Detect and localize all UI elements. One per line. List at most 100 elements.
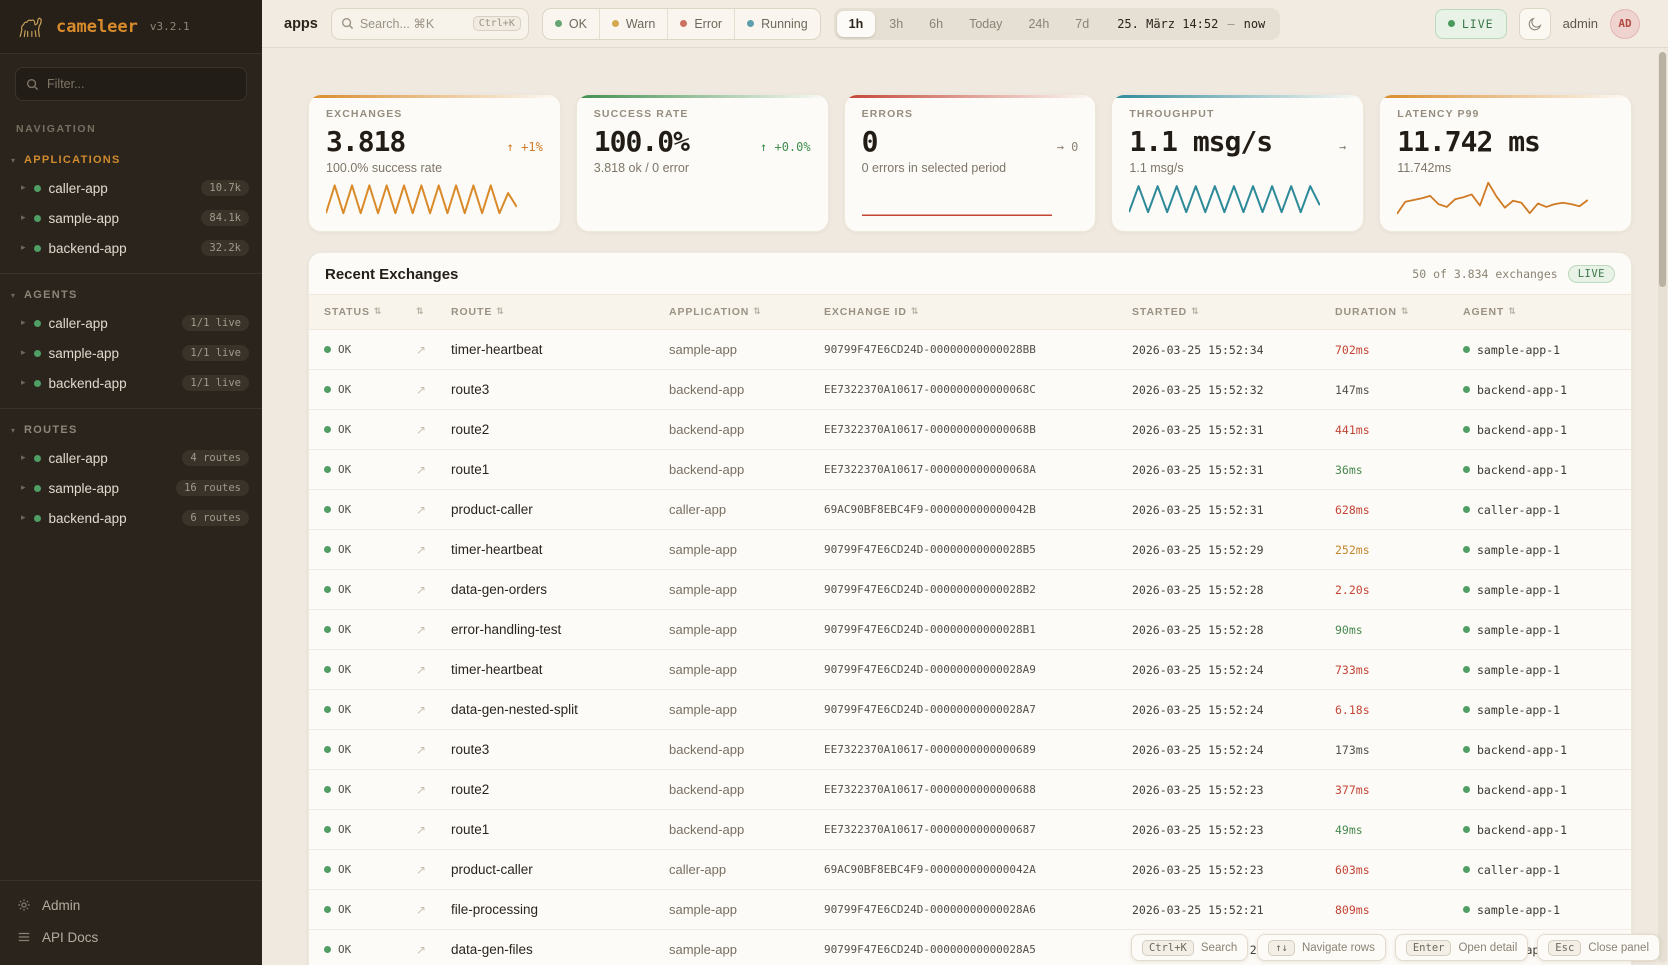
table-meta: 50 of 3.834 exchanges: [1412, 267, 1558, 281]
time-range-1h[interactable]: 1h: [836, 10, 876, 37]
application-cell: backend-app: [669, 382, 745, 397]
table-row[interactable]: OK ↗ error-handling-test sample-app 90799F47…: [309, 610, 1631, 650]
column-header-application[interactable]: APPLICATION ⇅: [669, 306, 824, 318]
table-row[interactable]: OK ↗ timer-heartbeat sample-app 90799F47E6CD…: [309, 530, 1631, 570]
column-header-exchange-id[interactable]: EXCHANGE ID ⇅: [824, 306, 1132, 318]
sidebar-item-caller-app[interactable]: ▸ caller-app 1/1 live: [0, 308, 262, 338]
date-range[interactable]: 25. März 14:52 – now: [1117, 17, 1265, 31]
sidebar-item-backend-app[interactable]: ▸ backend-app 1/1 live: [0, 368, 262, 398]
status-filter-ok[interactable]: OK: [543, 9, 599, 39]
table-row[interactable]: OK ↗ product-caller caller-app 69AC90BF8EBC4…: [309, 490, 1631, 530]
scrollbar-thumb[interactable]: [1659, 52, 1666, 287]
sidebar-item-sample-app[interactable]: ▸ sample-app 16 routes: [0, 473, 262, 503]
table-row[interactable]: OK ↗ product-caller caller-app 69AC90BF8EBC4…: [309, 850, 1631, 890]
table-row[interactable]: OK ↗ route2 backend-app EE7322370A10617-0000…: [309, 410, 1631, 450]
open-detail-icon[interactable]: ↗: [416, 902, 427, 917]
open-detail-icon[interactable]: ↗: [416, 622, 427, 637]
ok-dot-icon: [324, 826, 331, 833]
table-row[interactable]: OK ↗ route1 backend-app EE7322370A10617-0000…: [309, 450, 1631, 490]
open-detail-icon[interactable]: ↗: [416, 422, 427, 437]
filter-input[interactable]: [47, 77, 236, 91]
route-cell: product-caller: [451, 862, 533, 877]
duration-cell: 733ms: [1335, 662, 1370, 677]
exchange-id-cell: EE7322370A10617-000000000000068B: [824, 423, 1036, 436]
time-range-6h[interactable]: 6h: [917, 11, 955, 37]
table-row[interactable]: OK ↗ data-gen-nested-split sample-app 90799F…: [309, 690, 1631, 730]
avatar[interactable]: AD: [1610, 8, 1640, 39]
sidebar-item-backend-app[interactable]: ▸ backend-app 32.2k: [0, 233, 262, 263]
route-cell: file-processing: [451, 902, 539, 917]
sidebar-item-sample-app[interactable]: ▸ sample-app 84.1k: [0, 203, 262, 233]
route-cell: timer-heartbeat: [451, 662, 543, 677]
open-detail-icon[interactable]: ↗: [416, 742, 427, 757]
status-label: OK: [338, 343, 352, 356]
sidebar-footer: Admin API Docs: [0, 880, 262, 965]
status-filter-error[interactable]: Error: [667, 8, 734, 39]
sidebar-item-api-docs[interactable]: API Docs: [0, 921, 262, 953]
table-row[interactable]: OK ↗ timer-heartbeat sample-app 90799F47E6CD…: [309, 650, 1631, 690]
time-range-today[interactable]: Today: [957, 11, 1014, 37]
open-detail-icon[interactable]: ↗: [416, 342, 427, 357]
group-header-routes[interactable]: ▾ ROUTES: [0, 417, 262, 443]
table-row[interactable]: OK ↗ route2 backend-app EE7322370A10617-0000…: [309, 770, 1631, 810]
table-row[interactable]: OK ↗ route3 backend-app EE7322370A10617-0000…: [309, 730, 1631, 770]
stat-card-exchanges: EXCHANGES 3.818 ↑ +1% 100.0% success rate: [308, 94, 561, 232]
open-detail-icon[interactable]: ↗: [416, 582, 427, 597]
time-range-7d[interactable]: 7d: [1063, 11, 1101, 37]
open-detail-icon[interactable]: ↗: [416, 542, 427, 557]
group-header-agents[interactable]: ▾ AGENTS: [0, 282, 262, 308]
time-range-3h[interactable]: 3h: [877, 11, 915, 37]
sidebar-item-sample-app[interactable]: ▸ sample-app 1/1 live: [0, 338, 262, 368]
application-cell: caller-app: [669, 862, 727, 877]
agent-cell: backend-app-1: [1463, 463, 1616, 477]
table-row[interactable]: OK ↗ route3 backend-app EE7322370A10617-0000…: [309, 370, 1631, 410]
sidebar-item-backend-app[interactable]: ▸ backend-app 6 routes: [0, 503, 262, 533]
open-detail-icon[interactable]: ↗: [416, 862, 427, 877]
sidebar-filter[interactable]: [15, 67, 247, 101]
status-cell: OK: [324, 783, 416, 796]
search-icon: [341, 17, 354, 30]
duration-cell: 603ms: [1335, 862, 1370, 877]
open-detail-icon[interactable]: ↗: [416, 662, 427, 677]
column-header-started[interactable]: STARTED ⇅: [1132, 306, 1335, 318]
sidebar-item-caller-app[interactable]: ▸ caller-app 4 routes: [0, 443, 262, 473]
status-filter-running[interactable]: Running: [734, 8, 820, 39]
live-badge[interactable]: LIVE: [1434, 8, 1507, 39]
global-search[interactable]: Ctrl+K: [330, 7, 529, 40]
column-header-duration[interactable]: DURATION ⇅: [1335, 306, 1463, 318]
sidebar-item-admin[interactable]: Admin: [0, 889, 262, 921]
open-detail-icon[interactable]: ↗: [416, 822, 427, 837]
application-cell: sample-app: [669, 542, 737, 557]
theme-toggle-button[interactable]: [1518, 7, 1551, 40]
column-header-route[interactable]: ROUTE ⇅: [451, 306, 669, 318]
status-filter-warn[interactable]: Warn: [598, 8, 667, 39]
agent-label: backend-app-1: [1477, 462, 1568, 477]
scrollbar-track[interactable]: [1658, 52, 1667, 963]
table-row[interactable]: OK ↗ route1 backend-app EE7322370A10617-0000…: [309, 810, 1631, 850]
open-detail-icon[interactable]: ↗: [416, 382, 427, 397]
time-range-24h[interactable]: 24h: [1016, 11, 1061, 37]
search-input[interactable]: [359, 16, 467, 31]
table-row[interactable]: OK ↗ file-processing sample-app 90799F47E6CD…: [309, 890, 1631, 930]
agent-cell: backend-app-1: [1463, 383, 1616, 397]
started-cell: 2026-03-25 15:52:32: [1132, 382, 1264, 397]
table-title: Recent Exchanges: [325, 265, 459, 283]
open-detail-icon[interactable]: ↗: [416, 462, 427, 477]
open-detail-icon[interactable]: ↗: [416, 502, 427, 517]
group-header-applications[interactable]: ▾ APPLICATIONS: [0, 147, 262, 173]
table-row[interactable]: OK ↗ timer-heartbeat sample-app 90799F47E6CD…: [309, 330, 1631, 370]
hint-close-panel: Esc Close panel: [1537, 934, 1660, 961]
column-header-agent[interactable]: AGENT ⇅: [1463, 306, 1616, 318]
open-detail-icon[interactable]: ↗: [416, 782, 427, 797]
hint-kbd: Ctrl+K: [1141, 939, 1194, 956]
table-row[interactable]: OK ↗ data-gen-orders sample-app 90799F47E6CD…: [309, 570, 1631, 610]
hint-open-detail: Enter Open detail: [1394, 934, 1529, 961]
status-label: OK: [338, 583, 352, 596]
sort-icon: ⇅: [1400, 307, 1410, 317]
open-detail-icon[interactable]: ↗: [416, 942, 427, 957]
column-header-status[interactable]: STATUS ⇅: [324, 306, 416, 318]
sidebar-item-caller-app[interactable]: ▸ caller-app 10.7k: [0, 173, 262, 203]
open-detail-icon[interactable]: ↗: [416, 702, 427, 717]
column-header-expand[interactable]: ⇅: [416, 307, 451, 317]
duration-cell: 702ms: [1335, 342, 1370, 357]
